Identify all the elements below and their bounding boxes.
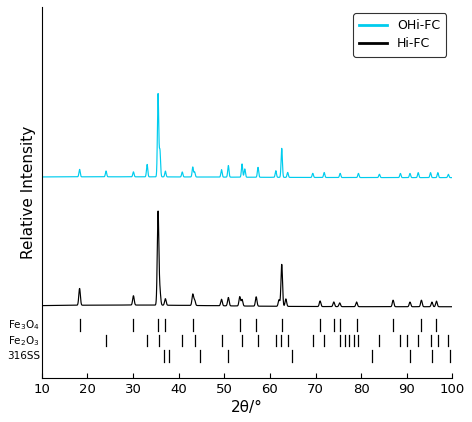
Text: Fe$_2$O$_3$: Fe$_2$O$_3$ xyxy=(8,334,40,347)
Text: Fe$_3$O$_4$: Fe$_3$O$_4$ xyxy=(8,318,40,332)
Legend: OHi-FC, Hi-FC: OHi-FC, Hi-FC xyxy=(353,13,446,57)
X-axis label: 2θ/°: 2θ/° xyxy=(231,400,263,415)
Text: 316SS: 316SS xyxy=(7,351,40,361)
Y-axis label: Relative Intensity: Relative Intensity xyxy=(21,126,36,259)
